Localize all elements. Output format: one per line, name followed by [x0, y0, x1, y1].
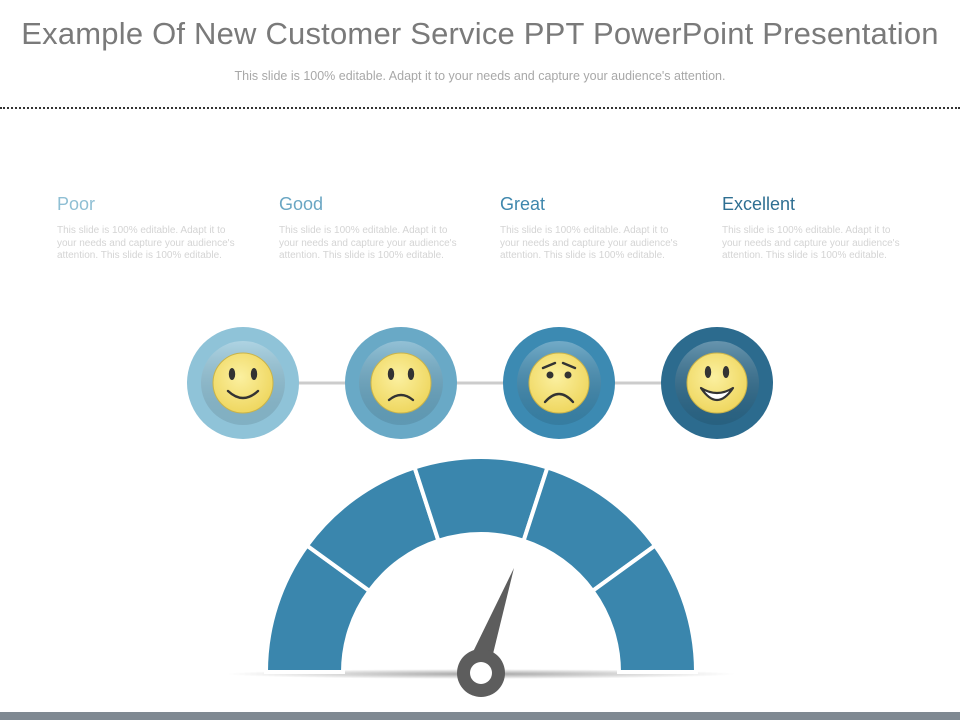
rating-circle-good: [345, 327, 457, 439]
rating-column-good: Good This slide is 100% editable. Adapt …: [279, 194, 463, 263]
rating-circle-great: [503, 327, 615, 439]
rating-heading-great: Great: [500, 194, 546, 214]
rating-column-great: Great This slide is 100% editable. Adapt…: [500, 194, 684, 263]
sad-face-icon: [370, 352, 432, 414]
rating-description-great: This slide is 100% editable. Adapt it to…: [500, 225, 678, 261]
slide-subtitle: This slide is 100% editable. Adapt it to…: [234, 69, 726, 83]
rating-description-excellent: This slide is 100% editable. Adapt it to…: [722, 225, 900, 261]
grinning-face-icon: [686, 352, 748, 414]
rating-description-good: This slide is 100% editable. Adapt it to…: [279, 225, 457, 261]
rating-column-poor: Poor This slide is 100% editable. Adapt …: [57, 194, 241, 263]
rating-column-excellent: Excellent This slide is 100% editable. A…: [722, 194, 906, 263]
rating-heading-poor: Poor: [57, 194, 96, 214]
rating-description-poor: This slide is 100% editable. Adapt it to…: [57, 225, 235, 261]
rating-heading-good: Good: [279, 194, 324, 214]
gauge-needle: [457, 568, 514, 697]
gauge: [263, 454, 699, 674]
smiling-face-icon: [212, 352, 274, 414]
slide-title: Example Of New Customer Service PPT Powe…: [21, 16, 939, 51]
rating-circle-poor: [187, 327, 299, 439]
rating-heading-excellent: Excellent: [722, 194, 796, 214]
bottom-bar: [0, 712, 960, 720]
gauge-segment-5: [589, 542, 699, 674]
rating-circle-excellent: [661, 327, 773, 439]
worried-face-icon: [528, 352, 590, 414]
dotted-divider: [0, 107, 960, 109]
